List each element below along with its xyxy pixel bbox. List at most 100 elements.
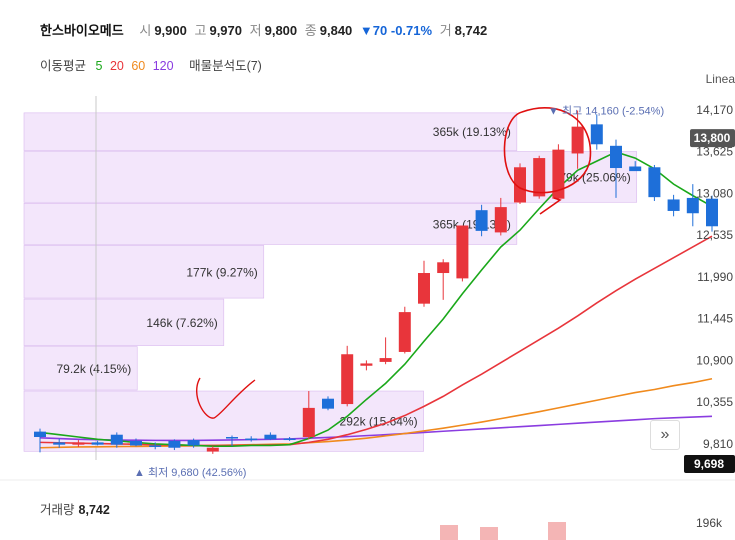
candle-body [53, 442, 66, 445]
y-tick-label: 11,990 [697, 270, 733, 284]
y-tick-label: 14,170 [696, 103, 733, 117]
arrow-annotation [539, 197, 562, 215]
candle [187, 438, 200, 448]
candle-body [590, 124, 603, 145]
volume-profile-label: 292k (15.64%) [340, 415, 418, 429]
candle [686, 184, 699, 227]
candle-body [667, 199, 680, 211]
candle-body [648, 167, 661, 198]
candle-body [341, 354, 354, 405]
ma5-legend[interactable]: 5 [95, 59, 103, 73]
y-tick-label: 13,625 [696, 145, 733, 159]
candle [206, 446, 219, 454]
volume-layer: 196k [0, 479, 735, 540]
candle-body [552, 149, 565, 199]
ma120-legend[interactable]: 120 [152, 59, 174, 73]
candle-body [706, 198, 718, 227]
close-label: 종 [304, 23, 317, 38]
candle [34, 428, 46, 453]
candle-body [91, 442, 104, 445]
ma5-line [39, 151, 713, 448]
candle [398, 306, 411, 354]
candle-body [533, 158, 546, 197]
expand-chevron-icon[interactable]: » [650, 420, 680, 450]
candle-body [379, 358, 392, 362]
close-value: 9,840 [319, 23, 353, 38]
candle-body [475, 210, 488, 231]
candle [629, 161, 642, 172]
candle-body [245, 438, 258, 441]
candle [706, 195, 718, 232]
candle-body [149, 445, 162, 447]
volume-bar [440, 525, 458, 540]
candle [648, 164, 661, 201]
y-axis: 14,170 13,625 13,080 12,535 11,990 11,445 10,9… [684, 103, 735, 473]
candle-body [686, 197, 699, 214]
current-price-tag [690, 129, 735, 148]
volume-axis-tick: 196k [696, 516, 723, 530]
candle [590, 114, 603, 150]
volume-bar [548, 522, 566, 540]
candle [610, 139, 622, 198]
volume-profile-label: 177k (9.27%) [186, 265, 257, 279]
candle-body [187, 440, 200, 446]
volume-profile-bar [23, 298, 225, 346]
candle-body [130, 440, 142, 446]
low-label: 저 [249, 23, 262, 38]
volume-profile-bar [23, 245, 265, 299]
volume-panel-title: 거래량 [40, 503, 75, 517]
candle-body [437, 262, 450, 274]
candle-body [629, 166, 642, 172]
candle [552, 144, 565, 202]
candle [456, 225, 469, 282]
last-price-label: 9,698 [694, 457, 724, 471]
volume-profile-bar [23, 390, 424, 452]
stock-header: 한스바이오메드 시 9,900 고 9,970 저 9,800 종 9,840 ▼70 … [40, 20, 487, 39]
volume-profile-label: 479k (25.06%) [553, 170, 631, 184]
ma20-line [39, 235, 713, 447]
candle-body [418, 273, 430, 304]
ma-legend-title: 이동평균 [40, 59, 87, 73]
candle-body [494, 207, 507, 233]
volume-bar [480, 527, 498, 540]
ma20-legend[interactable]: 20 [109, 59, 124, 73]
volume-profile-bar [23, 112, 518, 151]
candle [302, 391, 315, 440]
y-tick-label: 13,080 [696, 186, 733, 200]
ma120-line [39, 415, 713, 442]
change-value: ▼70 -0.71% [359, 23, 433, 38]
ma-legend[interactable]: 이동평균 5 20 60 120 매물분석도(7) [40, 55, 268, 74]
circle-annotation [503, 107, 592, 194]
candle [360, 360, 373, 371]
candle-body [72, 442, 85, 445]
y-tick-label: 10,355 [696, 395, 733, 409]
volume-profile-legend[interactable]: 매물분석도(7) [189, 59, 262, 73]
candle [379, 337, 392, 365]
check-annotation [196, 377, 256, 419]
candle-body [514, 167, 526, 203]
volume-profile-label: 79.2k (4.15%) [57, 362, 132, 376]
high-value: 9,970 [209, 23, 243, 38]
high-label: 고 [194, 23, 207, 38]
candle [72, 440, 85, 447]
candle [322, 396, 334, 411]
volume-profile-bar [23, 202, 518, 245]
candle [168, 439, 181, 451]
candle [53, 438, 66, 448]
last-price-tag [684, 455, 735, 473]
y-tick-label: 11,445 [697, 312, 733, 326]
open-label: 시 [139, 23, 152, 38]
low-marker: ▲ 최저 9,680 (42.56%) [134, 466, 246, 479]
scale-mode-toggle[interactable]: Linea [705, 72, 735, 86]
volume-value: 8,742 [454, 23, 488, 38]
high-marker: ▼ 최고 14,160 (-2.54%) [548, 105, 664, 118]
volume-label: 거 [439, 23, 452, 38]
stock-name: 한스바이오메드 [40, 23, 124, 38]
candle [533, 155, 546, 199]
candle [475, 204, 488, 237]
volume-profile-label: 365k (19.13%) [433, 125, 511, 139]
y-tick-label: 10,900 [696, 353, 733, 367]
candle-body [571, 126, 584, 154]
ma60-legend[interactable]: 60 [131, 59, 146, 73]
